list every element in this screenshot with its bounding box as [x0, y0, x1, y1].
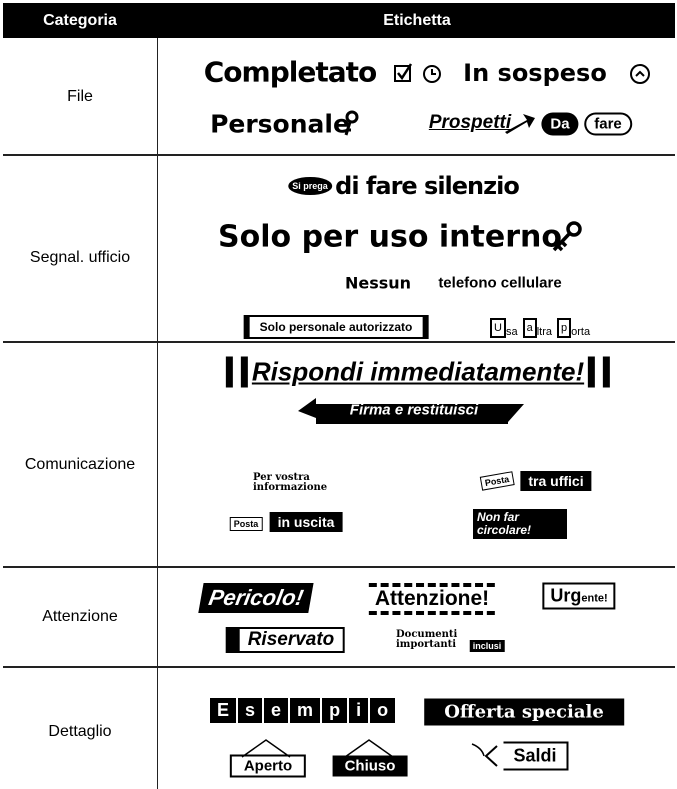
label: Posta	[479, 471, 515, 491]
label: a	[522, 318, 537, 338]
label: Solo per uso interno	[218, 219, 562, 255]
category: Dettaglio	[48, 723, 112, 740]
label: Completato	[203, 55, 377, 89]
category: Attenzione	[42, 608, 118, 625]
column-divider	[157, 38, 158, 789]
key-icon	[344, 110, 359, 136]
label: Riservato	[225, 627, 345, 653]
label: Nessun	[344, 273, 412, 293]
label: E	[210, 698, 237, 723]
label: Personale	[210, 109, 350, 139]
label: Documenti importanti	[396, 629, 458, 650]
arrow-banner	[298, 398, 524, 424]
label: Per vostra informazione	[253, 472, 328, 493]
row-divider	[3, 154, 675, 156]
label: in uscita	[269, 512, 343, 532]
label: ltra	[536, 326, 552, 338]
arrow-icon	[505, 114, 535, 134]
label: p	[556, 318, 572, 338]
label: Da	[541, 112, 579, 136]
category: Comunicazione	[24, 456, 136, 473]
label: Rispondi immediatamente!	[225, 356, 611, 388]
label: s	[238, 698, 263, 723]
label: Pericolo!	[198, 583, 314, 613]
label: fare	[584, 112, 632, 136]
label: Si prega	[288, 177, 332, 195]
header-label: Etichetta	[383, 12, 451, 29]
row-divider	[3, 566, 675, 568]
label: Non far circolare!	[473, 509, 567, 539]
label: telefono cellulare	[438, 274, 562, 292]
check-icon	[394, 63, 413, 82]
label: Offerta speciale	[424, 698, 624, 726]
label: Urg	[550, 585, 582, 606]
clock-icon	[423, 65, 441, 83]
label: i	[349, 698, 369, 723]
label: Chiuso	[332, 755, 408, 777]
label: inclusi	[469, 640, 505, 652]
header-bar	[3, 3, 675, 38]
tag-string	[471, 743, 498, 767]
header-category: Categoria	[43, 12, 117, 29]
row-divider	[3, 666, 675, 668]
label: orta	[571, 326, 591, 338]
label: p	[322, 698, 348, 723]
label: Prospetti	[428, 112, 512, 133]
label: Posta	[229, 517, 263, 531]
label: Aperto	[229, 754, 307, 778]
label: Firma e restituisci	[349, 401, 479, 419]
label: Solo personale autorizzato	[243, 315, 429, 339]
category: File	[67, 88, 93, 105]
label: sa	[505, 326, 518, 338]
label: m	[290, 698, 321, 723]
label: Attenzione!	[368, 583, 496, 615]
label: tra uffici	[520, 471, 592, 491]
label: di fare silenzio	[335, 172, 520, 200]
example-label: E s e m p i o	[210, 698, 396, 723]
label: U	[490, 318, 506, 338]
urgent-label: Urgente!	[542, 582, 616, 610]
label: ente!	[581, 592, 608, 605]
label: e	[264, 698, 289, 723]
category: Segnal. ufficio	[29, 249, 131, 266]
label: o	[370, 698, 396, 723]
label: In sospeso	[463, 59, 607, 87]
key-icon	[552, 221, 582, 252]
hanger-lines	[241, 739, 394, 758]
row-divider	[3, 341, 675, 343]
label: Saldi	[503, 741, 569, 771]
clock-icon	[630, 64, 650, 84]
